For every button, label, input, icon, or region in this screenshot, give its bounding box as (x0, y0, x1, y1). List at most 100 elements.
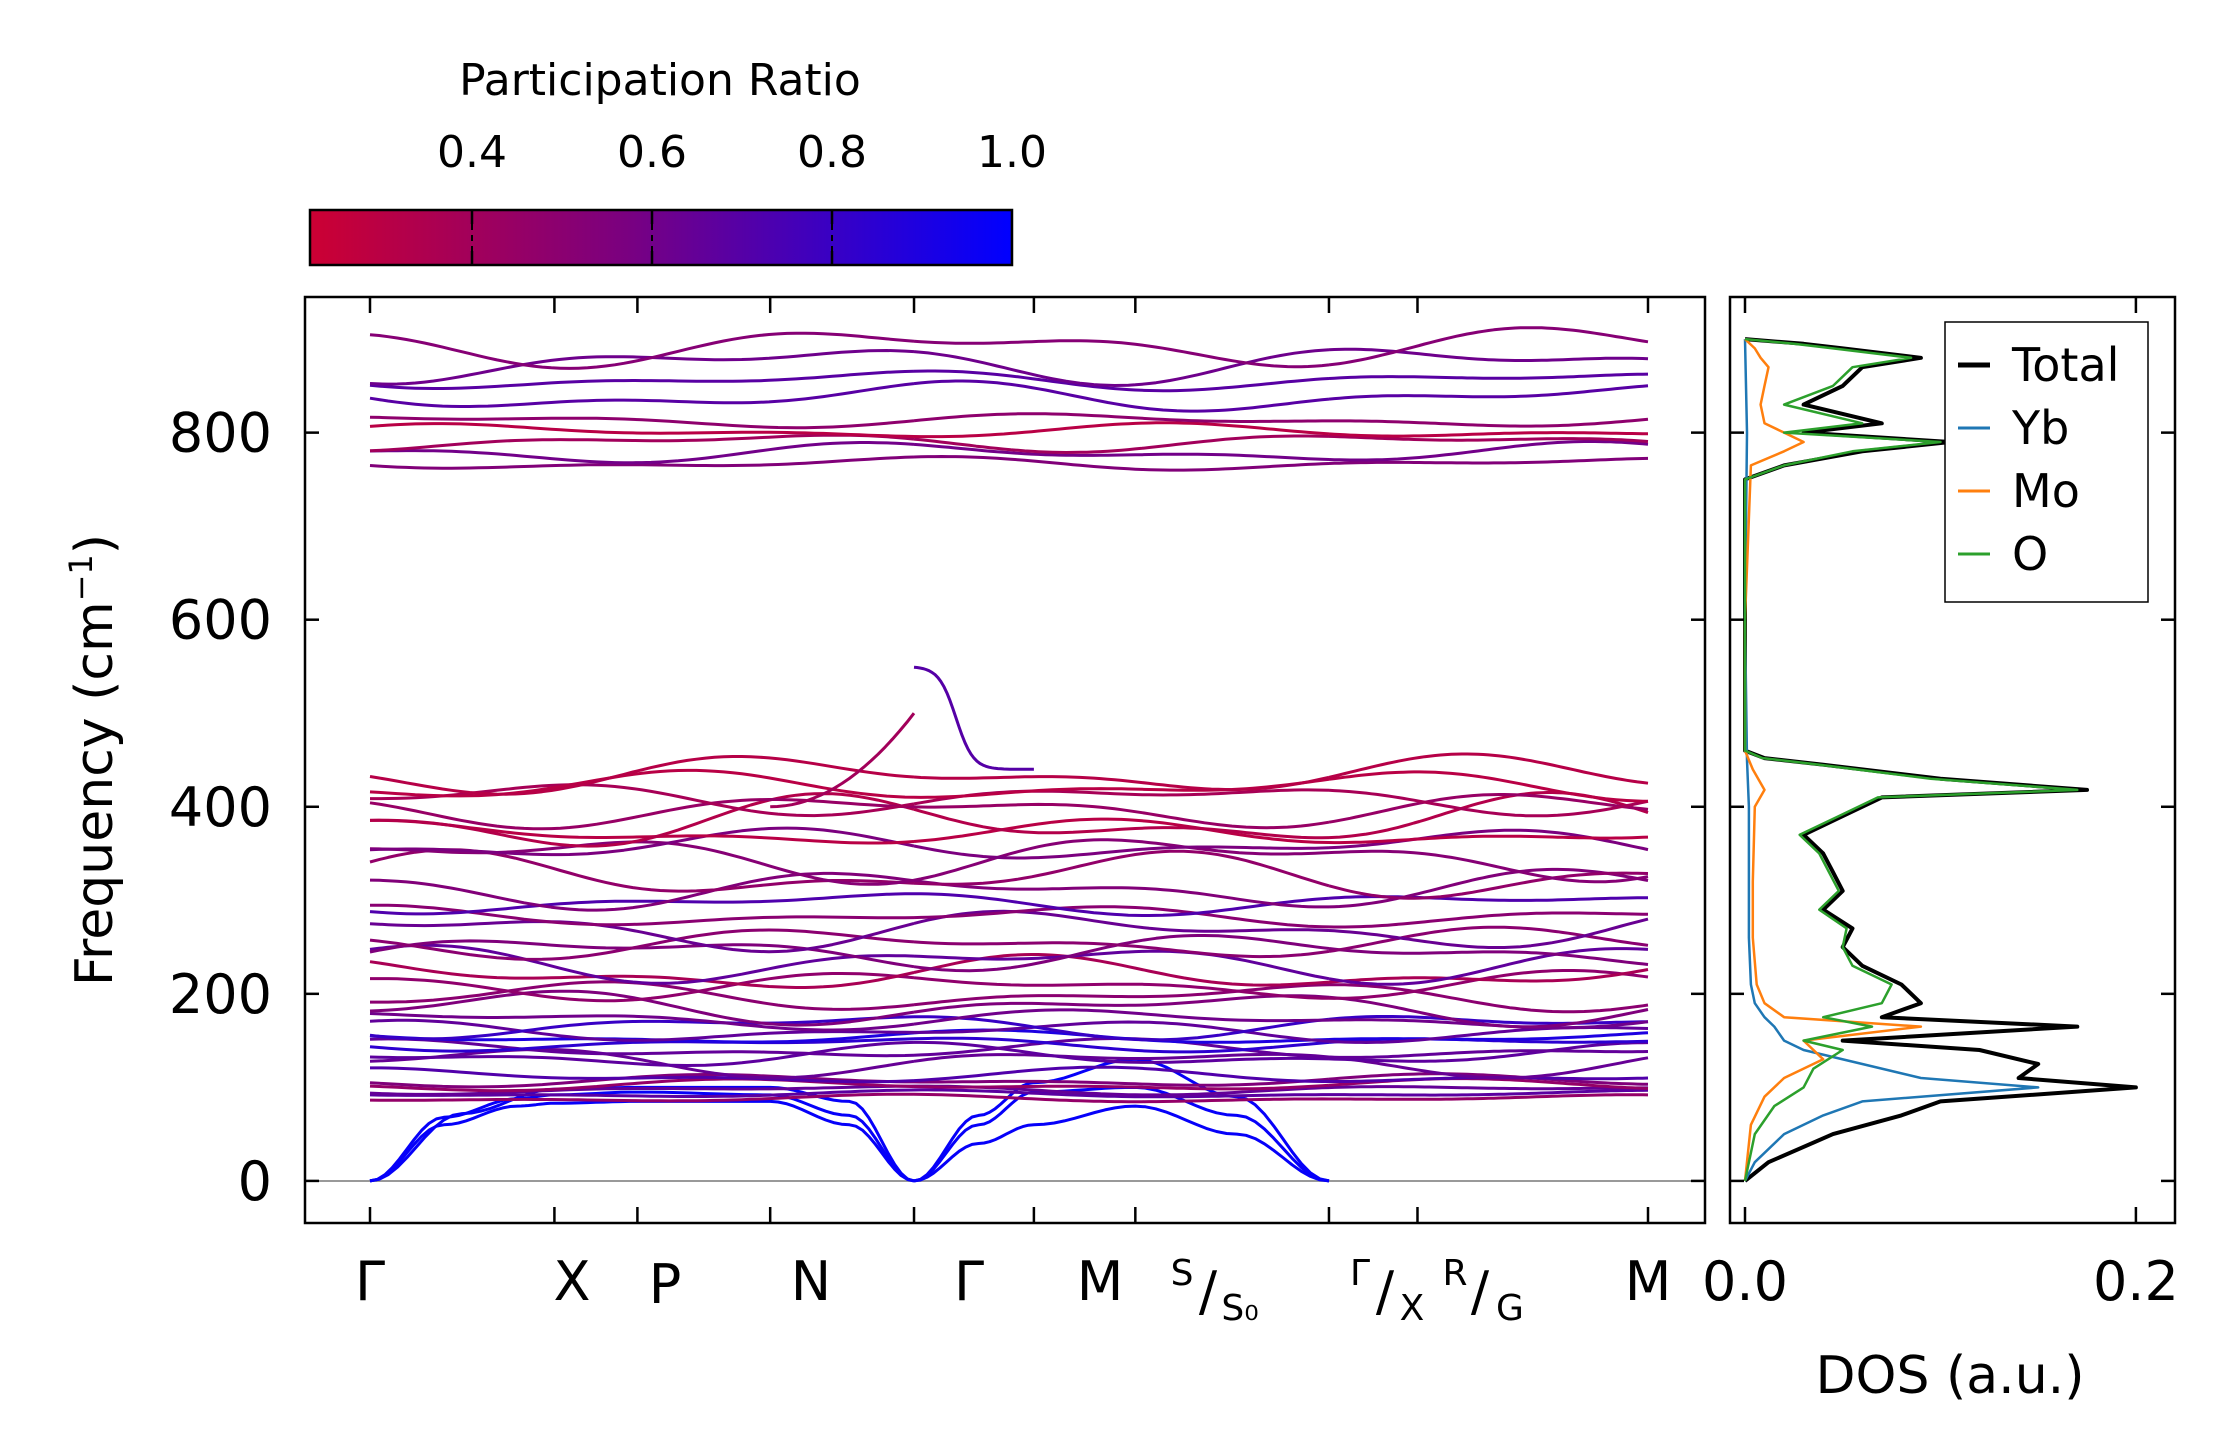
phonon-branch (1328, 347, 1649, 362)
phonon-branch (369, 415, 915, 430)
kpoint-label-m: M (1077, 1250, 1124, 1313)
dos-curve-mo (1743, 338, 1923, 1182)
phonon-branch (369, 892, 914, 916)
phonon-branch (914, 892, 1330, 917)
phonon-branch (369, 1018, 915, 1042)
band-axes-frame (303, 295, 1707, 1225)
dos-x-axis-label: DOS (a.u.) (1816, 1346, 2085, 1406)
colorbar-label: Participation Ratio (459, 55, 861, 106)
phonon-branch (914, 1040, 1330, 1064)
phonon-branch (1329, 417, 1649, 428)
phonon-branch (369, 1099, 915, 1183)
phonon-branch (913, 849, 1330, 888)
phonon-branch (369, 1015, 915, 1041)
phonon-branch (1328, 384, 1649, 401)
kpoint-label-rg-slash: / (1471, 1260, 1490, 1323)
kpoint-label-gx-bottom: X (1400, 1288, 1425, 1329)
colorbar: Participation Ratio 0.4 0.6 0.8 1.0 (308, 55, 1047, 267)
phonon-branch (913, 1077, 1330, 1087)
phonon-branch (913, 802, 1330, 830)
phonon-branch (914, 1015, 1330, 1042)
phonon-branch (369, 871, 915, 912)
phonon-branch (369, 798, 915, 831)
colorbar-tick-label: 0.6 (617, 127, 687, 178)
phonon-branch (370, 972, 915, 1003)
y-tick-label: 200 (169, 963, 272, 1026)
kpoint-label-gamma-x: Γ / X (1350, 1253, 1424, 1329)
phonon-branch (1328, 440, 1649, 462)
phonon-branch (369, 943, 915, 985)
phonon-branch (913, 1057, 1330, 1183)
phonon-branch (913, 442, 1330, 461)
colorbar-tick-label: 0.8 (797, 127, 867, 178)
kpoint-label-gx-top: Γ (1350, 1253, 1370, 1294)
phonon-branch (1328, 1031, 1649, 1041)
dos-panel: 0.0 0.2 DOS (a.u.) Total Yb Mo O (1702, 295, 2179, 1406)
phonon-branch (369, 1092, 915, 1103)
y-tick-label: 800 (169, 402, 272, 465)
phonon-branch (913, 348, 1330, 387)
phonon-branch (913, 909, 1330, 933)
phonon-branch (913, 455, 1330, 472)
phonon-branch (1329, 1093, 1649, 1101)
phonon-branch (369, 768, 915, 799)
phonon-branch (1328, 372, 1649, 380)
kpoint-label-s-top: S (1171, 1253, 1194, 1294)
phonon-branch (1328, 793, 1649, 824)
phonon-branch (913, 1092, 1330, 1104)
phonon-branch (914, 1020, 1330, 1043)
phonon-branch (1328, 434, 1649, 443)
phonon-branch (913, 994, 1330, 1014)
dos-axes-frame (1728, 295, 2177, 1225)
phonon-branches (369, 326, 1649, 1183)
band-ticks (305, 297, 1705, 1223)
colorbar-tick-label: 1.0 (977, 127, 1047, 178)
phonon-branch (913, 905, 1330, 929)
legend-label-yb: Yb (2011, 401, 2069, 455)
phonon-branch (913, 844, 1330, 860)
phonon-branch (369, 960, 915, 989)
dos-curve-yb (1743, 339, 2040, 1182)
phonon-branch (369, 1090, 915, 1183)
phonon-branch (369, 1040, 915, 1067)
phonon-branch (913, 1008, 1330, 1026)
phonon-branch (369, 455, 915, 470)
dos-legend: Total Yb Mo O (1944, 321, 2149, 603)
phonon-branch (1328, 911, 1649, 929)
colorbar-tick-label: 0.4 (437, 127, 507, 178)
phonon-branch (369, 441, 915, 465)
phonon-branch (1328, 770, 1648, 803)
phonon-branch (913, 412, 1329, 423)
band-structure-panel: 0 200 400 600 800 Frequency (cm−1) Γ X P… (62, 295, 1707, 1329)
legend-label-total: Total (2011, 338, 2119, 392)
phonon-branch (1328, 968, 1649, 984)
phonon-branch (913, 379, 1330, 413)
phonon-branch (913, 838, 1330, 882)
dos-x-tick-label: 0.2 (2093, 1250, 2179, 1313)
phonon-branch (369, 369, 915, 390)
kpoint-label-rg-bottom: G (1496, 1288, 1524, 1329)
dos-curve-o (1743, 337, 2079, 1182)
kpoint-label-m: M (1625, 1250, 1672, 1313)
phonon-branch (913, 976, 1330, 1000)
y-tick-label: 0 (238, 1150, 272, 1213)
legend-label-mo: Mo (2012, 464, 2080, 518)
phonon-branch (913, 788, 1330, 806)
phonon-branch (369, 1037, 915, 1053)
phonon-branch (1328, 871, 1649, 900)
phonon-branch (1328, 1015, 1648, 1025)
phonon-branch (369, 1012, 915, 1032)
phonon-branch (913, 369, 1330, 393)
kpoint-label-gx-slash: / (1376, 1260, 1395, 1323)
kpoint-label-s-slash: / (1199, 1260, 1218, 1323)
phonon-branch (913, 665, 1034, 771)
phonon-branch (1328, 947, 1649, 966)
phonon-branch (1328, 1085, 1648, 1091)
phonon-branch (1328, 849, 1649, 884)
phonon-branch (913, 339, 1330, 369)
kpoint-label-s-s0: S / S₀ (1171, 1253, 1259, 1329)
y-tick-label: 600 (169, 589, 272, 652)
phonon-branch (913, 807, 1330, 840)
phonon-branch (1328, 867, 1649, 909)
